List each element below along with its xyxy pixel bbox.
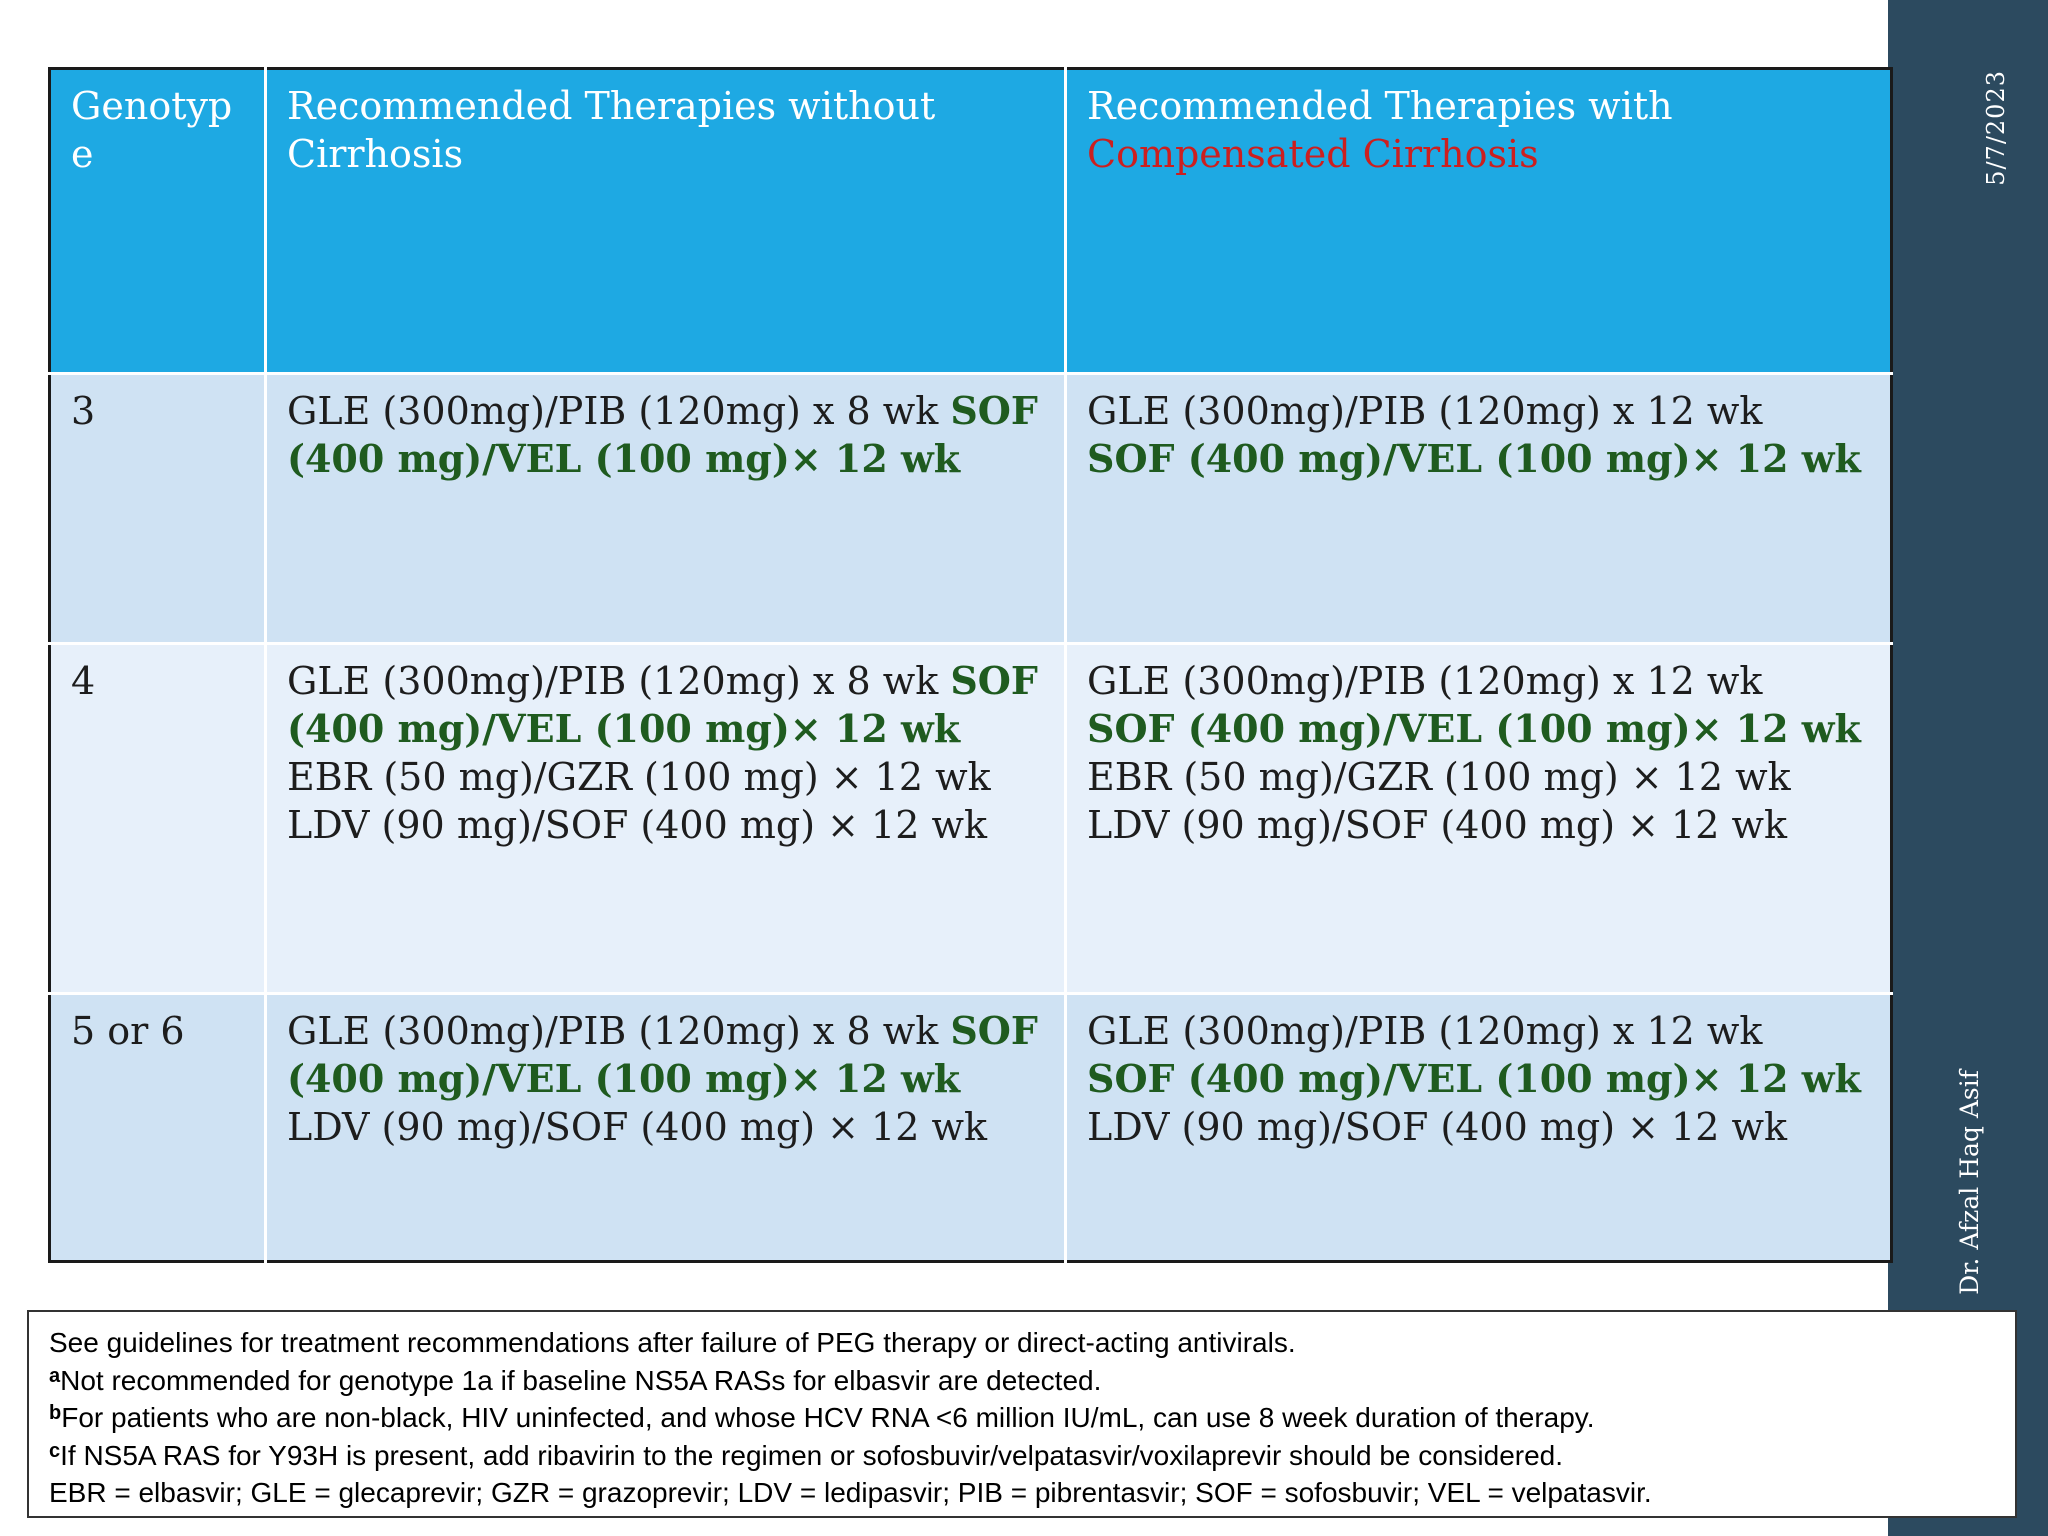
slide-date: 5/7/2023 bbox=[1982, 70, 2010, 186]
regimen-alternative: LDV (90 mg)/SOF (400 mg) × 12 wk bbox=[287, 1105, 988, 1150]
regimen-preferred: SOF (400 mg)/VEL (100 mg)× 12 wk bbox=[287, 1008, 1038, 1102]
table-row: 5 or 6 GLE (300mg)/PIB (120mg) x 8 wk SO… bbox=[49, 993, 1892, 1262]
footnote-box: See guidelines for treatment recommendat… bbox=[27, 1310, 2017, 1518]
with-cirrhosis-cell: GLE (300mg)/PIB (120mg) x 12 wk SOF (400… bbox=[1064, 373, 1892, 645]
footnote-a-text: Not recommended for genotype 1a if basel… bbox=[60, 1364, 1102, 1396]
without-cirrhosis-cell: GLE (300mg)/PIB (120mg) x 8 wk SOF (400 … bbox=[264, 643, 1066, 996]
table-row: 3 GLE (300mg)/PIB (120mg) x 8 wk SOF (40… bbox=[49, 373, 1892, 645]
header-with-highlight: Compensated Cirrhosis bbox=[1087, 132, 1539, 176]
genotype-cell: 4 bbox=[49, 643, 266, 996]
with-cirrhosis-cell: GLE (300mg)/PIB (120mg) x 12 wk SOF (400… bbox=[1064, 643, 1892, 996]
header-with-prefix: Recommended Therapies with bbox=[1087, 84, 1673, 128]
footnote-b: bFor patients who are non-black, HIV uni… bbox=[49, 1399, 1995, 1437]
regimen-preferred: SOF (400 mg)/VEL (100 mg)× 12 wk bbox=[1087, 1056, 1861, 1102]
regimen-plain: GLE (300mg)/PIB (120mg) x 12 wk bbox=[1087, 1009, 1763, 1054]
footnote-a: aNot recommended for genotype 1a if base… bbox=[49, 1362, 1995, 1400]
slide-author: Dr. Afzal Haq Asif bbox=[1955, 1070, 1984, 1295]
regimen-preferred: SOF (400 mg)/VEL (100 mg)× 12 wk bbox=[1087, 705, 1861, 751]
footnote-a-marker: a bbox=[49, 1364, 61, 1387]
regimen-alternative: EBR (50 mg)/GZR (100 mg) × 12 wk LDV (90… bbox=[1087, 754, 1791, 847]
with-cirrhosis-cell: GLE (300mg)/PIB (120mg) x 12 wk SOF (400… bbox=[1064, 993, 1892, 1262]
regimen-preferred: SOF (400 mg)/VEL (100 mg)× 12 wk bbox=[287, 657, 1038, 751]
regimen-table: Genotyp e Recommended Therapies without … bbox=[48, 67, 1893, 1263]
slide-sidebar bbox=[1888, 0, 2048, 1536]
regimen-preferred: SOF (400 mg)/VEL (100 mg)× 12 wk bbox=[1087, 436, 1861, 481]
footnote-guidelines: See guidelines for treatment recommendat… bbox=[49, 1327, 1296, 1358]
regimen-plain: GLE (300mg)/PIB (120mg) x 12 wk bbox=[1087, 389, 1763, 433]
table-row: 4 GLE (300mg)/PIB (120mg) x 8 wk SOF (40… bbox=[49, 643, 1892, 996]
header-without-cirrhosis: Recommended Therapies without Cirrhosis bbox=[264, 68, 1066, 375]
footnote-c-marker: c bbox=[49, 1439, 61, 1462]
header-genotype: Genotyp e bbox=[49, 68, 266, 375]
regimen-plain: GLE (300mg)/PIB (120mg) x 8 wk bbox=[287, 658, 951, 703]
footnote-abbreviations: EBR = elbasvir; GLE = glecaprevir; GZR =… bbox=[49, 1477, 1652, 1508]
footnote-b-marker: b bbox=[49, 1402, 62, 1424]
regimen-plain: GLE (300mg)/PIB (120mg) x 12 wk bbox=[1087, 658, 1763, 703]
regimen-plain: GLE (300mg)/PIB (120mg) x 8 wk bbox=[287, 1009, 951, 1054]
regimen-alternative: LDV (90 mg)/SOF (400 mg) × 12 wk bbox=[1087, 1105, 1788, 1150]
footnote-c-text: If NS5A RAS for Y93H is present, add rib… bbox=[60, 1439, 1564, 1471]
footnote-b-text: For patients who are non-black, HIV unin… bbox=[61, 1402, 1595, 1433]
genotype-cell: 5 or 6 bbox=[49, 993, 266, 1262]
regimen-preferred: SOF (400 mg)/VEL (100 mg)× 12 wk bbox=[287, 388, 1038, 481]
table-header-row: Genotyp e Recommended Therapies without … bbox=[49, 68, 1892, 375]
footnote-c: cIf NS5A RAS for Y93H is present, add ri… bbox=[49, 1437, 1995, 1475]
genotype-cell: 3 bbox=[49, 373, 266, 645]
header-with-cirrhosis: Recommended Therapies with Compensated C… bbox=[1064, 68, 1892, 375]
regimen-plain: GLE (300mg)/PIB (120mg) x 8 wk bbox=[287, 389, 951, 433]
without-cirrhosis-cell: GLE (300mg)/PIB (120mg) x 8 wk SOF (400 … bbox=[264, 373, 1066, 645]
without-cirrhosis-cell: GLE (300mg)/PIB (120mg) x 8 wk SOF (400 … bbox=[264, 993, 1066, 1262]
regimen-alternative: EBR (50 mg)/GZR (100 mg) × 12 wk LDV (90… bbox=[287, 754, 991, 847]
